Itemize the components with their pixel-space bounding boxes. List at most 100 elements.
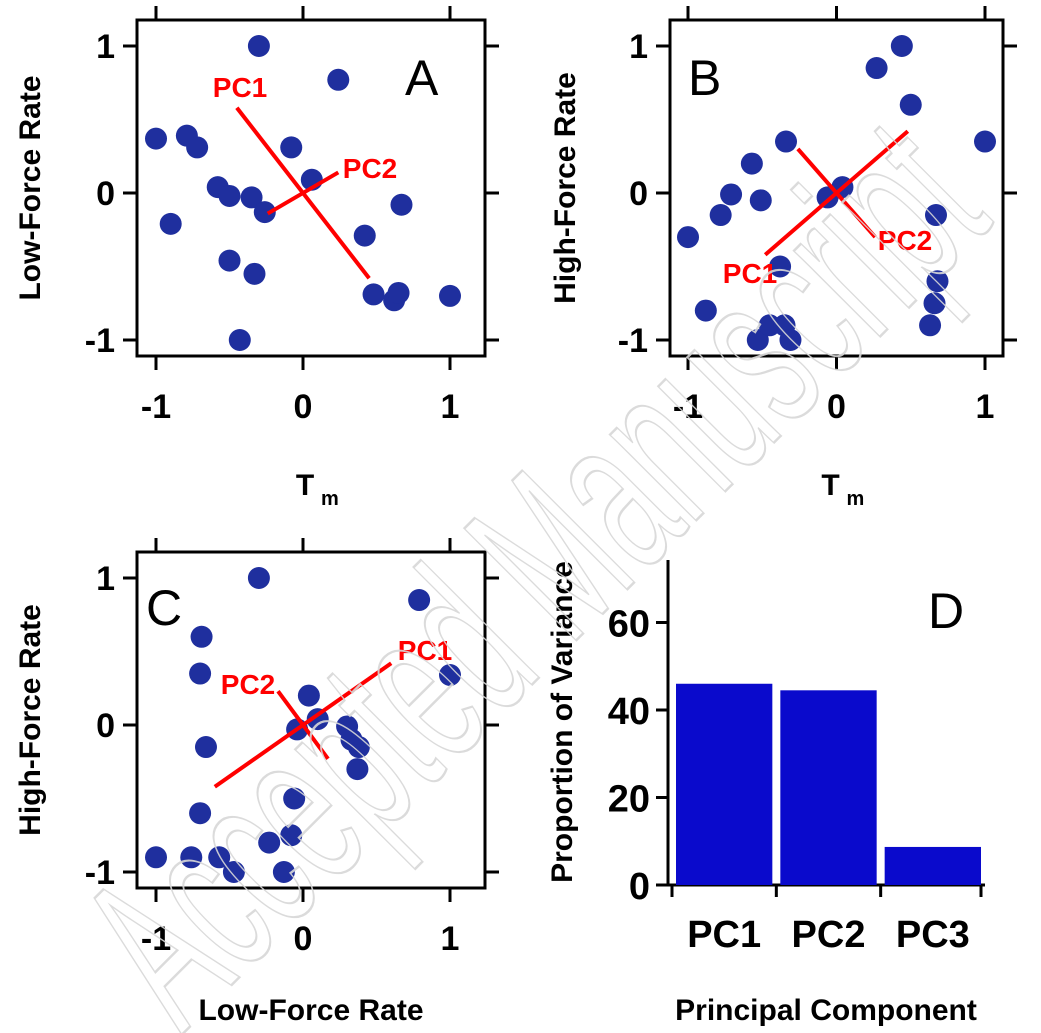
data-point: [189, 662, 212, 685]
data-point: [327, 68, 350, 91]
y-tick-label: 40: [608, 691, 650, 733]
data-point: [924, 204, 947, 227]
data-point: [283, 787, 306, 810]
y-tick-label: 1: [96, 560, 115, 598]
data-point: [919, 314, 942, 337]
data-point: [899, 93, 922, 116]
y-axis-label: High-Force Rate: [14, 604, 47, 836]
y-tick-label: -1: [618, 322, 648, 360]
data-point: [390, 193, 413, 216]
pc2-line: [276, 690, 330, 760]
data-point: [749, 189, 772, 212]
bar-pc2: [780, 690, 877, 885]
y-tick-label: 60: [608, 604, 650, 646]
x-axis-label: Low-Force Rate: [198, 994, 423, 1027]
y-tick-label: 0: [629, 866, 650, 908]
x-tick-label: -1: [141, 920, 171, 958]
y-axis-label: Proportion of Variance: [546, 561, 579, 883]
y-tick-label: 1: [96, 28, 115, 66]
pc2-label: PC2: [878, 225, 932, 256]
data-point: [769, 255, 792, 278]
x-axis-label: T: [821, 469, 839, 502]
panel-letter: B: [688, 50, 721, 106]
data-point: [439, 284, 461, 307]
data-point: [243, 262, 266, 285]
x-tick-label: 1: [441, 920, 460, 958]
data-point: [387, 281, 410, 304]
bar-pc1: [676, 683, 773, 885]
data-point: [145, 846, 167, 869]
data-point: [926, 270, 949, 293]
data-point: [694, 299, 717, 322]
data-point: [709, 204, 732, 227]
data-point: [865, 57, 888, 80]
data-point: [347, 736, 370, 759]
data-point: [746, 329, 769, 351]
data-point: [240, 186, 263, 209]
data-point: [247, 35, 270, 57]
pc2-line: [266, 170, 340, 216]
data-point: [306, 708, 329, 731]
panel-c: -1 0 1 -1 0 1 PC1 PC2 C Low-Force Rate High-Force …: [14, 538, 499, 1027]
data-point: [362, 283, 385, 306]
y-tick-label: 0: [629, 175, 648, 213]
x-tick-label: 1: [441, 388, 460, 426]
y-axis-label: Low-Force Rate: [14, 75, 47, 300]
pc1-label: PC1: [398, 635, 452, 666]
y-tick-label: -1: [85, 854, 115, 892]
panel-letter: D: [928, 583, 964, 639]
data-point: [190, 625, 213, 648]
plots-layer: -1 0 1 -1 0 1 PC1 PC2 A T m Low-Force Rate -1 0 1 -1 0 1 P…: [14, 6, 1017, 1027]
y-axis-label: High-Force Rate: [549, 72, 582, 304]
x-tick-label: 0: [294, 920, 313, 958]
panel-letter: C: [146, 580, 182, 636]
x-tick-label: -1: [673, 388, 703, 426]
data-point: [297, 684, 320, 707]
panel-d: PC1 PC2 PC3 0 20 40 60 D Principal Component Prop…: [546, 560, 985, 1027]
pc2-label: PC2: [221, 669, 275, 700]
x-axis-label-subscript: m: [321, 488, 339, 510]
data-point: [159, 212, 182, 235]
data-point: [272, 861, 295, 883]
data-point: [194, 736, 217, 759]
x-tick-label: -1: [141, 388, 171, 426]
x-tick-label: PC2: [792, 914, 866, 956]
data-point: [677, 226, 699, 249]
pc2-label: PC2: [343, 153, 397, 184]
x-axis-label-subscript: m: [847, 488, 865, 510]
data-point: [890, 35, 913, 57]
y-tick-label: 20: [608, 779, 650, 821]
data-point: [346, 758, 369, 781]
y-tick-label: 0: [96, 175, 115, 213]
x-tick-label: 0: [827, 388, 846, 426]
data-point: [280, 824, 303, 847]
data-point: [145, 127, 167, 150]
data-point: [408, 589, 431, 612]
data-point: [280, 136, 303, 159]
x-axis-label: Principal Component: [675, 994, 977, 1027]
panel-b: -1 0 1 -1 0 1 PC1 PC2 B T m High-Force Rate: [549, 6, 1017, 510]
data-point: [258, 831, 281, 854]
panel-a: -1 0 1 -1 0 1 PC1 PC2 A T m Low-Force Rate: [14, 6, 499, 510]
pc1-label: PC1: [723, 258, 777, 289]
data-point: [222, 861, 245, 883]
y-tick-label: -1: [85, 322, 115, 360]
data-point: [923, 292, 946, 315]
x-tick-label: PC1: [687, 914, 761, 956]
y-tick-label: 0: [96, 707, 115, 745]
y-tick-label: 1: [629, 28, 648, 66]
data-point: [186, 136, 209, 159]
data-point: [253, 201, 276, 224]
data-point: [439, 664, 461, 687]
data-point: [353, 224, 376, 247]
plot-frame: [135, 18, 487, 358]
data-point: [775, 130, 798, 153]
plot-frame: [135, 550, 487, 890]
data-point: [218, 249, 241, 272]
data-point: [180, 846, 203, 869]
data-point: [189, 802, 212, 825]
x-tick-label: 0: [294, 388, 313, 426]
data-point: [974, 130, 996, 153]
data-point: [779, 329, 802, 351]
